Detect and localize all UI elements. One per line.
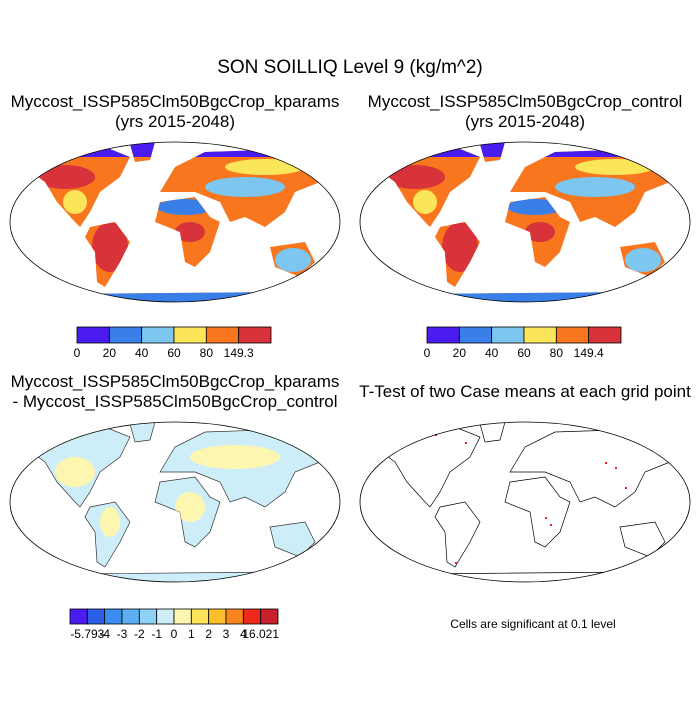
panel-title: Myccost_ISSP585Clm50BgcCrop_kparams	[11, 372, 340, 391]
colorbar-label: -5.793	[70, 627, 104, 641]
colorbar-box	[173, 608, 192, 625]
colorbar-label: 0	[424, 346, 431, 360]
colorbar-box	[260, 608, 279, 625]
panel-title: Myccost_ISSP585Clm50BgcCrop_kparams	[11, 92, 340, 111]
colorbar-label: 80	[550, 346, 564, 360]
panel-subtitle: (yrs 2015-2048)	[115, 112, 235, 131]
colorbar-label: -1	[151, 627, 162, 641]
colorbar-label: -4	[99, 627, 110, 641]
colorbar-box	[108, 326, 143, 344]
colorbar-label: 149.3	[224, 346, 254, 360]
panel-title: T-Test of two Case means at each grid po…	[359, 382, 691, 401]
map	[359, 421, 691, 583]
colorbar-box	[242, 608, 262, 625]
colorbar-box	[86, 608, 106, 625]
colorbar-label: -2	[134, 627, 145, 641]
colorbar-label: 2	[205, 627, 212, 641]
colorbar-box	[138, 608, 158, 625]
colorbar-label: 20	[103, 346, 117, 360]
colorbar-box	[208, 608, 227, 625]
colorbar-label: 0	[74, 346, 81, 360]
colorbar-box	[156, 608, 175, 625]
colorbar-box	[491, 326, 525, 344]
colorbar-label: 20	[453, 346, 467, 360]
colorbar-label: 40	[135, 346, 149, 360]
colorbar-box	[205, 326, 240, 344]
colorbar-box	[458, 326, 493, 344]
colorbar-label: 1	[188, 627, 195, 641]
colorbar-label: 0	[171, 627, 178, 641]
colorbar-box	[76, 326, 110, 344]
colorbar-box	[555, 326, 590, 344]
colorbar-box	[69, 608, 88, 625]
panel-title: Myccost_ISSP585Clm50BgcCrop_control	[368, 92, 683, 111]
colorbar-label: 4	[240, 627, 247, 641]
colorbar-box	[225, 608, 244, 625]
colorbar-box	[173, 326, 207, 344]
colorbar-label: 60	[167, 346, 181, 360]
colorbar-box	[588, 326, 622, 344]
map	[355, 137, 695, 307]
colorbar-box	[141, 326, 175, 344]
note: Cells are significant at 0.1 level	[450, 617, 615, 631]
map	[9, 421, 341, 583]
colorbar-label: 80	[200, 346, 214, 360]
colorbar-label: 3	[223, 627, 230, 641]
panel-subtitle: (yrs 2015-2048)	[465, 112, 585, 131]
colorbar-box	[104, 608, 123, 625]
figure-title: SON SOILLIQ Level 9 (kg/m^2)	[217, 57, 483, 78]
colorbar-label: 16.021	[242, 627, 279, 641]
map	[5, 137, 345, 307]
colorbar-label: 60	[517, 346, 531, 360]
colorbar-label: 40	[485, 346, 499, 360]
colorbar-label: 149.4	[574, 346, 604, 360]
colorbar-box	[523, 326, 557, 344]
colorbar-box	[121, 608, 140, 625]
colorbar-label: -3	[117, 627, 128, 641]
colorbar-box	[190, 608, 210, 625]
colorbar-box	[238, 326, 272, 344]
colorbar-box	[426, 326, 460, 344]
panel-subtitle: - Myccost_ISSP585Clm50BgcCrop_control	[12, 392, 337, 411]
